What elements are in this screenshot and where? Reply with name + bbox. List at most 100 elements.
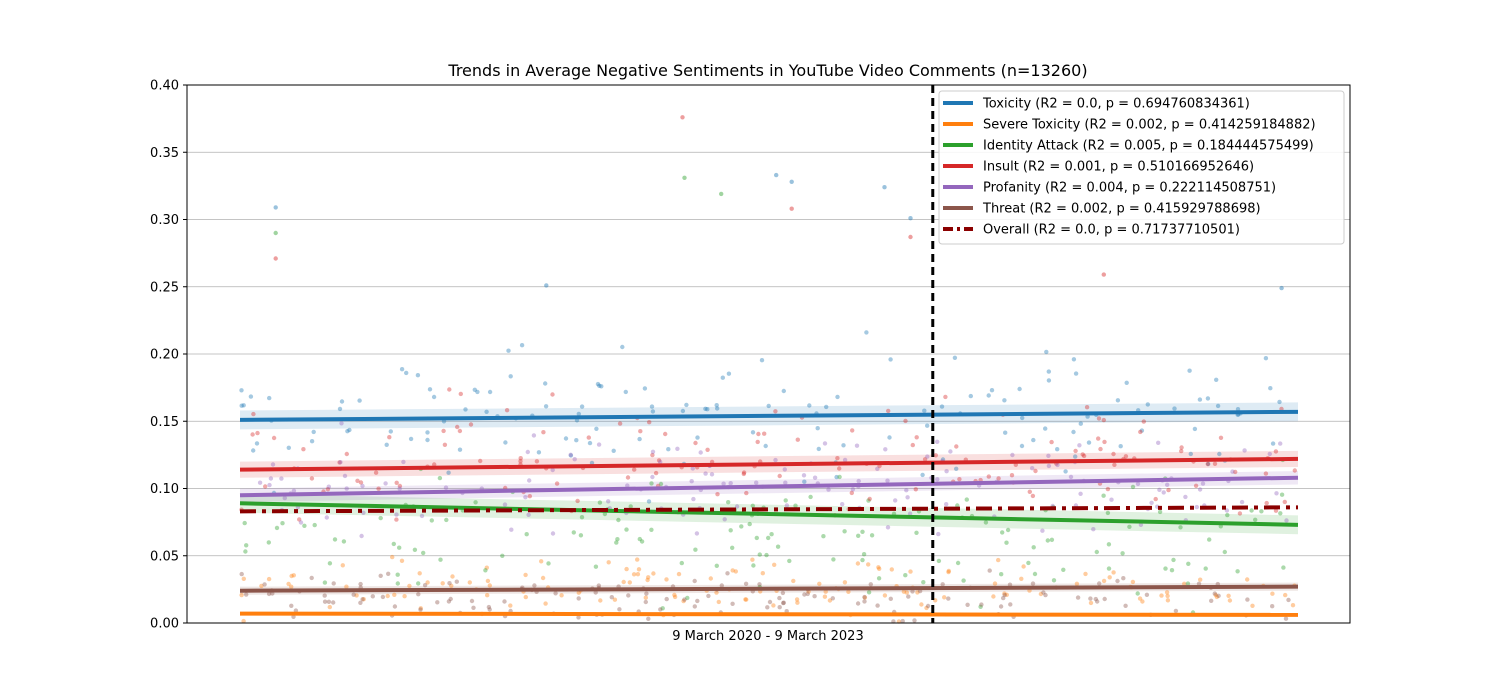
scatter-point <box>842 580 848 585</box>
scatter-point <box>1077 443 1082 448</box>
scatter-point <box>525 449 530 455</box>
scatter-point <box>1278 511 1283 516</box>
scatter-point <box>279 476 284 481</box>
scatter-point <box>1073 371 1079 376</box>
scatter-point <box>412 547 418 552</box>
scatter-point <box>986 474 991 479</box>
trend-lines <box>239 409 1299 617</box>
scatter-point <box>861 552 867 557</box>
scatter-point <box>251 411 256 417</box>
scatter-point <box>816 446 821 452</box>
scatter-point <box>1139 428 1145 433</box>
scatter-point <box>882 593 888 598</box>
scatter-point <box>1106 566 1112 571</box>
scatter-point <box>457 428 463 434</box>
scatter-point <box>325 487 331 492</box>
scatter-point <box>1091 527 1096 532</box>
scatter-point <box>397 545 402 550</box>
scatter-point <box>244 592 249 597</box>
scatter-point <box>394 480 399 485</box>
scatter-point <box>523 594 528 600</box>
scatter-point <box>915 590 920 595</box>
scatter-point <box>289 603 294 608</box>
scatter-point <box>1026 560 1031 566</box>
scatter-point <box>720 375 725 380</box>
scatter-point <box>646 616 651 621</box>
scatter-point <box>1141 419 1147 424</box>
scatter-point <box>855 601 861 606</box>
scatter-point <box>1105 510 1111 516</box>
scatter-point <box>771 603 776 608</box>
scatter-point <box>925 423 930 428</box>
scatter-point <box>597 383 602 388</box>
scatter-point <box>487 607 492 612</box>
scatter-point <box>925 603 931 609</box>
scatter-point <box>787 558 792 564</box>
scatter-point <box>291 573 296 578</box>
scatter-point <box>760 571 765 576</box>
scatter-point <box>536 450 542 455</box>
scatter-point <box>280 521 285 526</box>
grid <box>187 151 1350 557</box>
scatter-point <box>807 403 812 408</box>
scatter-point <box>676 571 682 577</box>
scatter-point <box>586 435 591 440</box>
scatter-point <box>1071 357 1077 362</box>
scatter-point <box>1250 603 1255 608</box>
trend-line <box>239 584 1299 593</box>
scatter-point <box>345 429 350 434</box>
scatter-point <box>802 479 807 484</box>
scatter-point <box>1021 564 1026 569</box>
scatter-point <box>1171 557 1176 563</box>
y-tick-label: 0.05 <box>150 549 179 564</box>
scatter-point <box>447 581 452 586</box>
scatter-point <box>475 389 480 395</box>
scatter-point <box>621 579 626 585</box>
scatter-point <box>1156 440 1161 445</box>
scatter-point <box>1112 462 1117 467</box>
scatter-point <box>824 404 829 410</box>
scatter-point <box>395 581 400 586</box>
scatter-point <box>259 583 264 589</box>
scatter-point <box>361 597 366 602</box>
scatter-point <box>241 618 246 624</box>
scatter-point <box>596 442 602 447</box>
scatter-point <box>1096 416 1102 421</box>
scatter-point <box>675 446 680 451</box>
scatter-point <box>427 387 433 392</box>
scatter-point <box>987 568 992 573</box>
scatter-point <box>1124 380 1129 385</box>
scatter-point <box>955 560 961 566</box>
scatter-point <box>599 384 604 389</box>
scatter-point <box>617 421 623 426</box>
scatter-point <box>1040 528 1045 533</box>
scatter-point <box>978 604 983 609</box>
scatter-point <box>1203 566 1208 571</box>
trend-line <box>239 475 1299 498</box>
scatter-point <box>572 457 577 462</box>
scatter-point <box>309 439 315 444</box>
scatter-point <box>1278 441 1283 446</box>
scatter-point <box>793 503 798 508</box>
scatter-point <box>913 487 918 492</box>
scatter-point <box>596 583 601 588</box>
scatter-point <box>239 388 244 393</box>
scatter-point <box>385 593 390 599</box>
scatter-point <box>643 599 648 605</box>
scatter-point <box>478 458 483 464</box>
scatter-point <box>644 591 649 596</box>
scatter-point <box>614 540 619 545</box>
scatter-point <box>407 583 412 589</box>
scatter-point <box>615 537 620 542</box>
scatter-point <box>455 424 460 430</box>
scatter-point <box>842 457 848 463</box>
scatter-point <box>341 539 347 544</box>
chart-title: Trends in Average Negative Sentiments in… <box>447 61 1087 80</box>
scatter-point <box>759 358 765 363</box>
scatter-point <box>860 557 865 563</box>
scatter-point <box>338 460 343 465</box>
scatter-point <box>289 573 294 579</box>
scatter-point <box>309 476 315 481</box>
scatter-point <box>1101 578 1107 584</box>
scatter-point <box>725 571 730 576</box>
